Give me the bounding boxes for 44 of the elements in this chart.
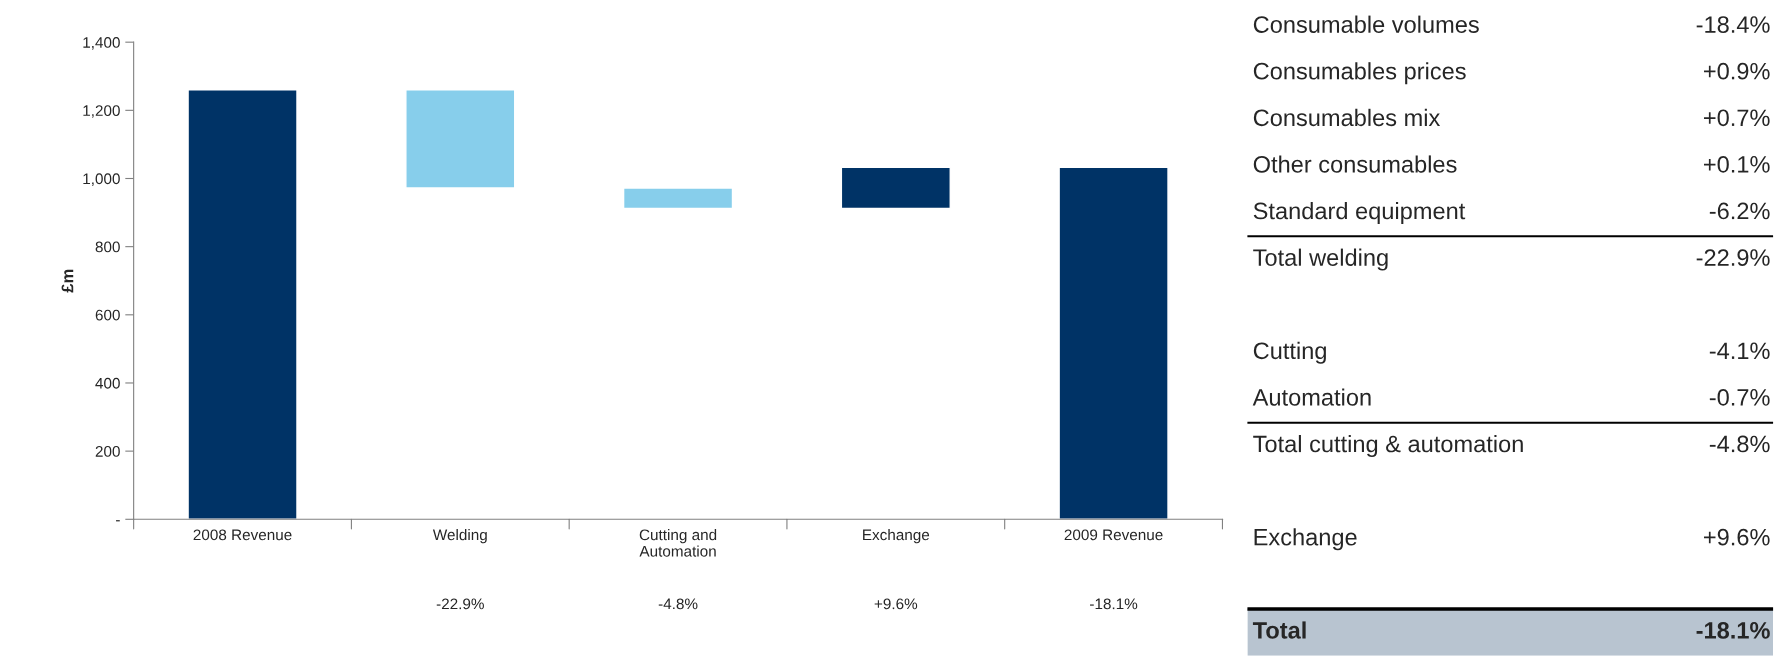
y-tick-label: 1,000 xyxy=(83,173,120,186)
bar xyxy=(840,166,951,210)
category-label: Consumables mix xyxy=(1253,108,1441,127)
text: -22.9% xyxy=(1696,249,1770,266)
bar xyxy=(405,89,516,189)
text: -4.1% xyxy=(1709,342,1770,360)
y-tick-label: 200 xyxy=(95,446,120,457)
category-label: Consumables prices xyxy=(1253,62,1466,85)
y-axis-title: £m xyxy=(61,269,74,293)
text: +9.6% xyxy=(874,598,918,610)
category-label: Total welding xyxy=(1253,248,1388,271)
x-tick-label: Exchange xyxy=(863,529,930,544)
text: +0.7% xyxy=(1704,109,1770,127)
text: -4.8% xyxy=(1709,435,1770,453)
text: -4.8% xyxy=(658,598,698,610)
x-tick-label: 2008 Revenue xyxy=(193,529,292,541)
category-label: Consumable volumes xyxy=(1253,15,1479,33)
y-tick-label: 1,200 xyxy=(83,105,120,118)
x-tick-label: Welding xyxy=(432,529,487,544)
text: +0.9% xyxy=(1704,62,1770,80)
x-tick-label: 2009 Revenue xyxy=(1064,529,1163,541)
category-label: Total cutting & automation xyxy=(1253,435,1523,458)
text: -22.9% xyxy=(436,598,484,610)
text: -18.1% xyxy=(1696,622,1770,639)
category-label: Total xyxy=(1252,621,1306,639)
y-tick-label: 800 xyxy=(95,241,120,253)
text: -18.1% xyxy=(1090,598,1138,610)
category-label: Automation xyxy=(1252,388,1371,406)
x-tick-label: Cutting and Automation xyxy=(639,529,717,557)
y-tick-label: 1,400 xyxy=(83,37,120,50)
bar xyxy=(187,89,298,520)
bar xyxy=(622,187,734,210)
y-tick-label: 400 xyxy=(95,377,120,389)
category-label: Standard equipment xyxy=(1253,201,1466,224)
text: -18.4% xyxy=(1696,16,1770,33)
bar xyxy=(1058,166,1169,520)
category-label: Other consumables xyxy=(1253,155,1457,173)
text: +0.1% xyxy=(1704,156,1770,173)
text: -6.2% xyxy=(1709,202,1770,220)
category-label: Cutting xyxy=(1253,341,1326,364)
text: -0.7% xyxy=(1709,389,1770,406)
y-tick-label: 600 xyxy=(95,309,120,321)
y-tick-label: - xyxy=(116,520,120,522)
text: +9.6% xyxy=(1704,528,1770,546)
